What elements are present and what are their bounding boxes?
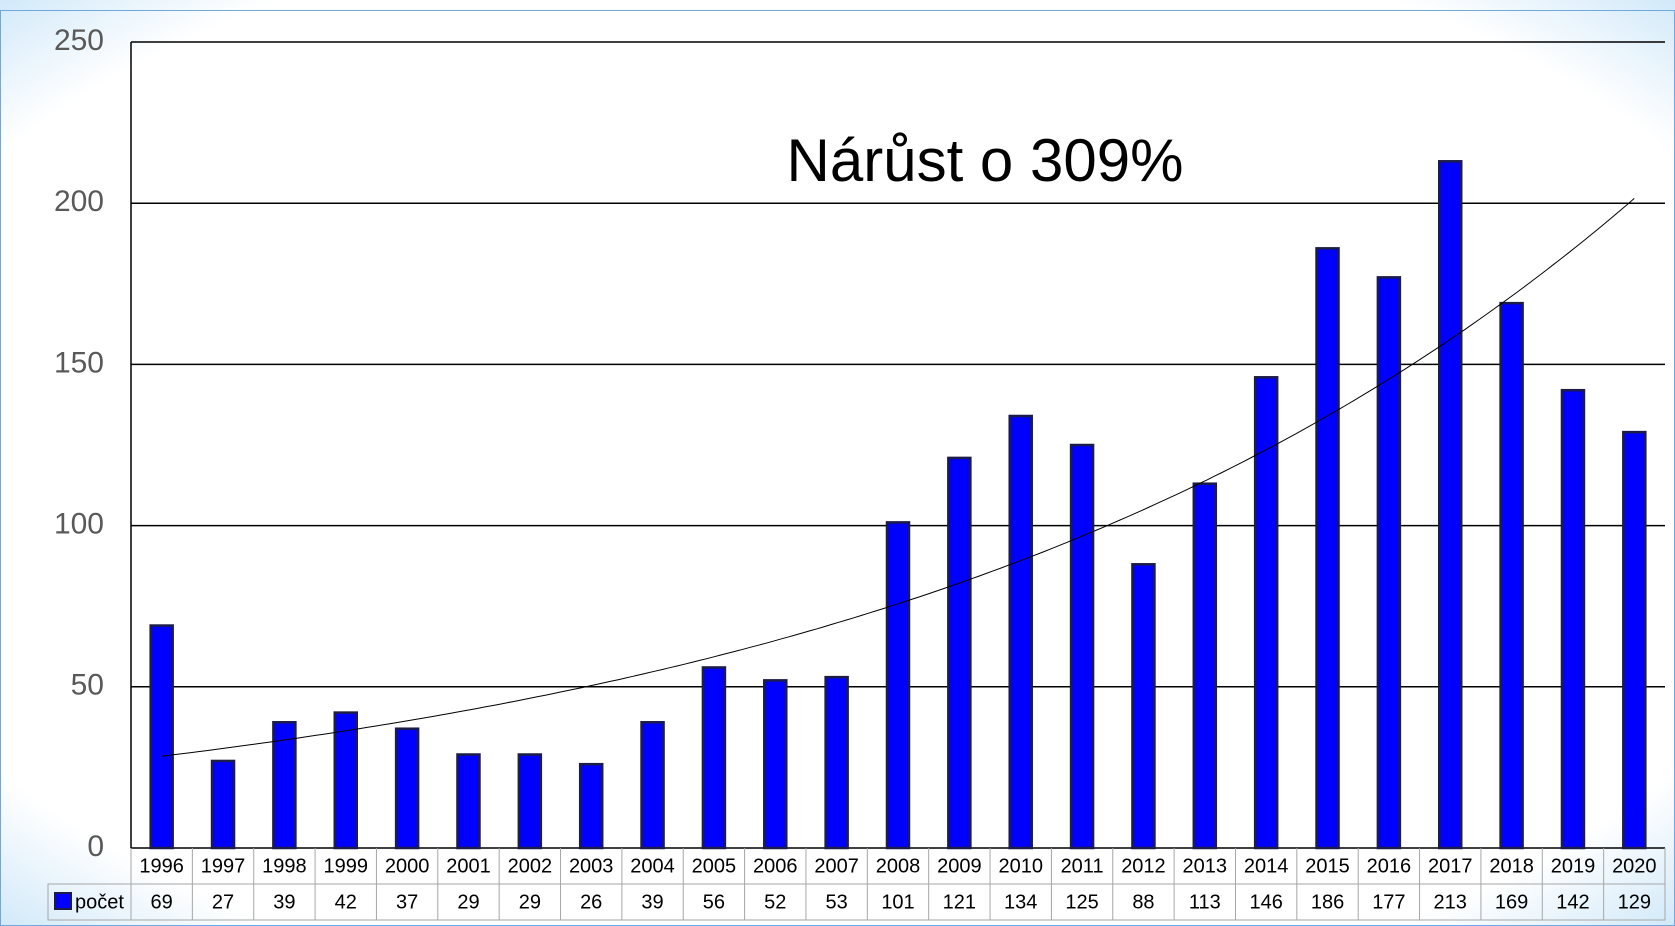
table-value: 169 — [1495, 891, 1528, 913]
bar — [1622, 430, 1647, 850]
bar — [763, 679, 788, 850]
table-value: 129 — [1618, 891, 1651, 913]
bar — [333, 711, 359, 850]
bar — [394, 727, 420, 850]
x-tick-label: 2012 — [1121, 855, 1166, 877]
bar — [1192, 482, 1218, 850]
x-tick-label: 2018 — [1489, 855, 1534, 877]
table-value: 29 — [519, 891, 541, 913]
bar — [1376, 276, 1402, 850]
x-tick-label: 2000 — [385, 855, 430, 877]
table-value: 39 — [273, 891, 295, 913]
x-tick-label: 2015 — [1305, 855, 1350, 877]
bar — [578, 762, 604, 850]
bar — [1499, 301, 1524, 850]
table-value: 177 — [1372, 891, 1405, 913]
bar — [1131, 563, 1156, 850]
x-tick-label: 2002 — [508, 855, 553, 877]
table-value: 27 — [212, 891, 234, 913]
table-value: 88 — [1132, 891, 1154, 913]
x-tick-label: 2013 — [1183, 855, 1228, 877]
table-value: 142 — [1556, 891, 1589, 913]
legend-swatch — [54, 892, 72, 910]
bar — [1253, 376, 1279, 850]
bar — [1315, 247, 1340, 850]
table-value: 134 — [1004, 891, 1037, 913]
table-value: 29 — [457, 891, 479, 913]
x-tick-label: 2005 — [692, 855, 737, 877]
x-tick-label: 2009 — [937, 855, 982, 877]
legend-label: počet — [75, 891, 124, 913]
table-value: 69 — [151, 891, 173, 913]
bar — [947, 456, 972, 850]
table-value: 113 — [1189, 891, 1221, 913]
table-value: 37 — [396, 891, 418, 913]
bar — [517, 753, 543, 850]
x-tick-label: 2004 — [630, 855, 675, 877]
trendline — [161, 198, 1635, 757]
y-tick-label: 150 — [54, 346, 104, 379]
annotation: Nárůst o 309% — [787, 127, 1184, 194]
x-tick-label: 2019 — [1551, 855, 1596, 877]
x-tick-label: 2010 — [998, 855, 1043, 877]
bar — [885, 521, 911, 850]
x-tick-label: 1998 — [262, 855, 307, 877]
x-tick-label: 2008 — [876, 855, 921, 877]
x-tick-label: 2014 — [1244, 855, 1289, 877]
table-value: 26 — [580, 891, 602, 913]
bar — [272, 721, 297, 850]
bar — [210, 759, 236, 850]
table-value: 56 — [703, 891, 725, 913]
x-tick-label: 2001 — [446, 855, 491, 877]
bar — [1437, 160, 1463, 850]
table-value: 101 — [881, 891, 914, 913]
y-tick-label: 0 — [87, 830, 104, 863]
y-tick-label: 200 — [54, 185, 104, 218]
x-tick-label: 2020 — [1612, 855, 1657, 877]
x-tick-label: 2017 — [1428, 855, 1473, 877]
x-tick-label: 2007 — [814, 855, 859, 877]
bar — [456, 753, 481, 850]
bar — [149, 624, 174, 850]
table-value: 42 — [335, 891, 357, 913]
table-value: 186 — [1311, 891, 1344, 913]
bar — [1069, 443, 1095, 850]
x-tick-label: 2006 — [753, 855, 798, 877]
bar — [1560, 388, 1586, 850]
table-value: 39 — [641, 891, 663, 913]
bar — [824, 675, 849, 850]
x-tick-label: 1999 — [324, 855, 369, 877]
table-value: 52 — [764, 891, 786, 913]
x-tick-label: 1997 — [201, 855, 246, 877]
y-tick-label: 50 — [71, 669, 104, 702]
y-tick-label: 100 — [54, 508, 104, 541]
table-value: 213 — [1434, 891, 1467, 913]
bar — [1008, 414, 1033, 850]
x-tick-label: 2003 — [569, 855, 614, 877]
table-value: 121 — [943, 891, 976, 913]
y-tick-label: 250 — [54, 24, 104, 57]
x-tick-label: 2011 — [1061, 855, 1104, 877]
bar — [640, 721, 665, 850]
x-tick-label: 1996 — [139, 855, 184, 877]
x-tick-label: 2016 — [1367, 855, 1412, 877]
table-value: 146 — [1249, 891, 1282, 913]
table-value: 53 — [826, 891, 848, 913]
table-value: 125 — [1065, 891, 1098, 913]
bar — [701, 666, 727, 850]
